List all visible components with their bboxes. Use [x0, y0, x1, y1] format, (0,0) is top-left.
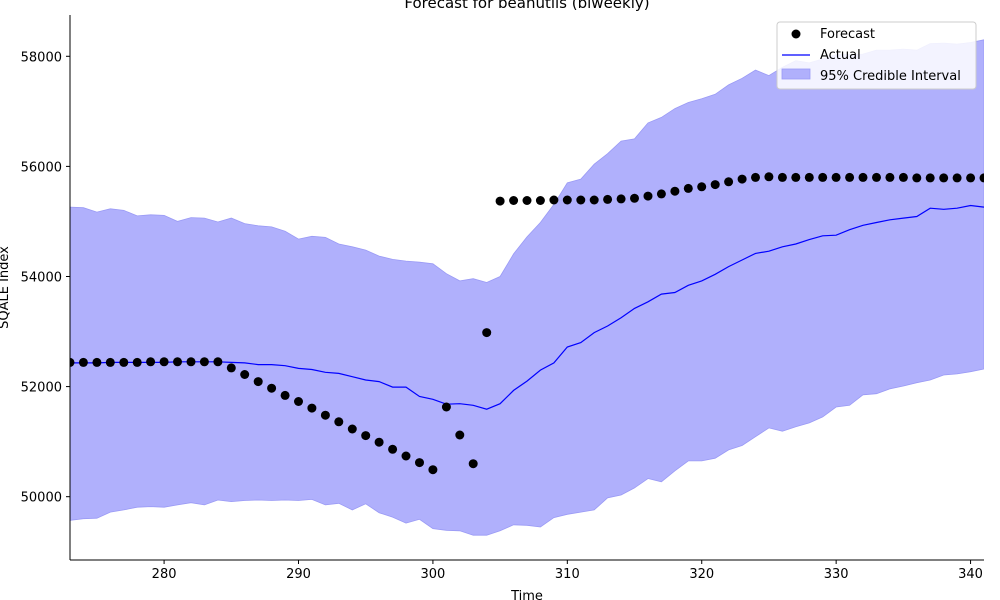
- forecast-point: [683, 183, 693, 193]
- y-tick-label: 56000: [21, 160, 62, 175]
- forecast-point: [199, 357, 209, 367]
- forecast-point: [630, 193, 639, 203]
- forecast-point: [213, 357, 223, 367]
- forecast-point: [132, 357, 142, 367]
- forecast-point: [267, 383, 277, 393]
- x-tick-label: 290: [286, 567, 311, 582]
- forecast-point: [307, 403, 317, 413]
- x-axis-title: Time: [510, 589, 543, 600]
- y-tick-label: 52000: [21, 381, 62, 396]
- x-tick-label: 320: [689, 567, 714, 582]
- legend-interval-label: 95% Credible Interval: [820, 69, 961, 84]
- y-tick-label: 50000: [21, 491, 62, 506]
- plot-area: [70, 39, 984, 536]
- axes: 280 290 300 310 320 330 340 50000 52000 54000 560…: [21, 15, 984, 582]
- forecast-point: [764, 172, 774, 182]
- forecast-point: [912, 173, 922, 183]
- forecast-point: [952, 173, 962, 183]
- forecast-point: [804, 172, 814, 182]
- x-tick-label: 310: [555, 567, 580, 582]
- y-ticks: 50000 52000 54000 56000 58000: [21, 50, 70, 506]
- forecast-point: [415, 458, 424, 468]
- forecast-point: [374, 437, 384, 447]
- forecast-point: [898, 172, 908, 182]
- y-axis-title: SQALE Index: [0, 246, 12, 329]
- forecast-point: [159, 357, 169, 367]
- forecast-point: [562, 195, 572, 205]
- forecast-point: [939, 173, 949, 183]
- forecast-point: [535, 196, 545, 205]
- credible-interval-band: [70, 39, 984, 536]
- forecast-point: [186, 357, 196, 367]
- forecast-point: [576, 195, 586, 205]
- forecast-point: [522, 196, 532, 205]
- x-tick-label: 330: [824, 567, 849, 582]
- forecast-point: [925, 173, 935, 183]
- forecast-point: [92, 357, 102, 367]
- forecast-point: [845, 172, 855, 182]
- forecast-point: [428, 465, 438, 475]
- forecast-point: [724, 177, 734, 187]
- forecast-point: [791, 172, 801, 182]
- forecast-point: [656, 189, 666, 199]
- forecast-point: [347, 424, 357, 434]
- legend-box: [776, 21, 977, 90]
- forecast-point: [320, 410, 330, 420]
- forecast-point: [966, 173, 976, 183]
- forecast-point: [388, 444, 398, 454]
- forecast-point: [885, 172, 895, 182]
- chart-title: Forecast for beanutils (biweekly): [404, 0, 649, 12]
- forecast-point: [670, 186, 680, 196]
- x-tick-label: 280: [152, 567, 177, 582]
- forecast-point: [616, 194, 626, 204]
- x-tick-label: 340: [958, 567, 983, 582]
- y-tick-label: 54000: [21, 270, 62, 285]
- legend-forecast-label: Forecast: [820, 27, 875, 42]
- forecast-point: [441, 402, 451, 412]
- forecast-point: [589, 195, 599, 205]
- forecast-point: [455, 430, 465, 440]
- legend-forecast-marker: [791, 29, 801, 39]
- forecast-point: [173, 357, 182, 367]
- forecast-point: [818, 172, 828, 182]
- forecast-point: [643, 191, 653, 201]
- forecast-point: [334, 417, 344, 427]
- forecast-point: [751, 172, 760, 182]
- forecast-point: [979, 173, 984, 183]
- forecast-point: [603, 194, 613, 204]
- forecast-point: [468, 459, 478, 469]
- forecast-point: [280, 390, 290, 400]
- forecast-point: [240, 370, 250, 379]
- forecast-point: [710, 180, 720, 190]
- forecast-point: [509, 196, 519, 205]
- forecast-point: [737, 174, 747, 184]
- forecast-point: [146, 357, 156, 367]
- forecast-point: [253, 377, 263, 387]
- forecast-point: [105, 357, 115, 367]
- forecast-point: [858, 172, 868, 182]
- forecast-point: [697, 182, 707, 192]
- forecast-point: [361, 431, 371, 441]
- forecast-point: [495, 196, 505, 206]
- forecast-point: [70, 357, 75, 367]
- x-ticks: 280 290 300 310 320 330 340: [152, 560, 983, 582]
- forecast-point: [777, 172, 787, 182]
- legend-interval-marker: [781, 68, 811, 80]
- forecast-point: [549, 195, 559, 205]
- forecast-points: [70, 172, 984, 475]
- forecast-point: [872, 172, 881, 182]
- legend-actual-label: Actual: [820, 48, 861, 63]
- forecast-point: [119, 357, 129, 367]
- forecast-point: [78, 357, 88, 367]
- forecast-point: [294, 397, 303, 406]
- x-tick-label: 300: [420, 567, 445, 582]
- legend: Forecast Actual 95% Credible Interval: [776, 21, 977, 90]
- forecast-point: [482, 328, 492, 338]
- forecast-point: [401, 451, 411, 461]
- forecast-point: [226, 363, 236, 373]
- y-tick-label: 58000: [21, 50, 62, 65]
- forecast-point: [831, 172, 841, 182]
